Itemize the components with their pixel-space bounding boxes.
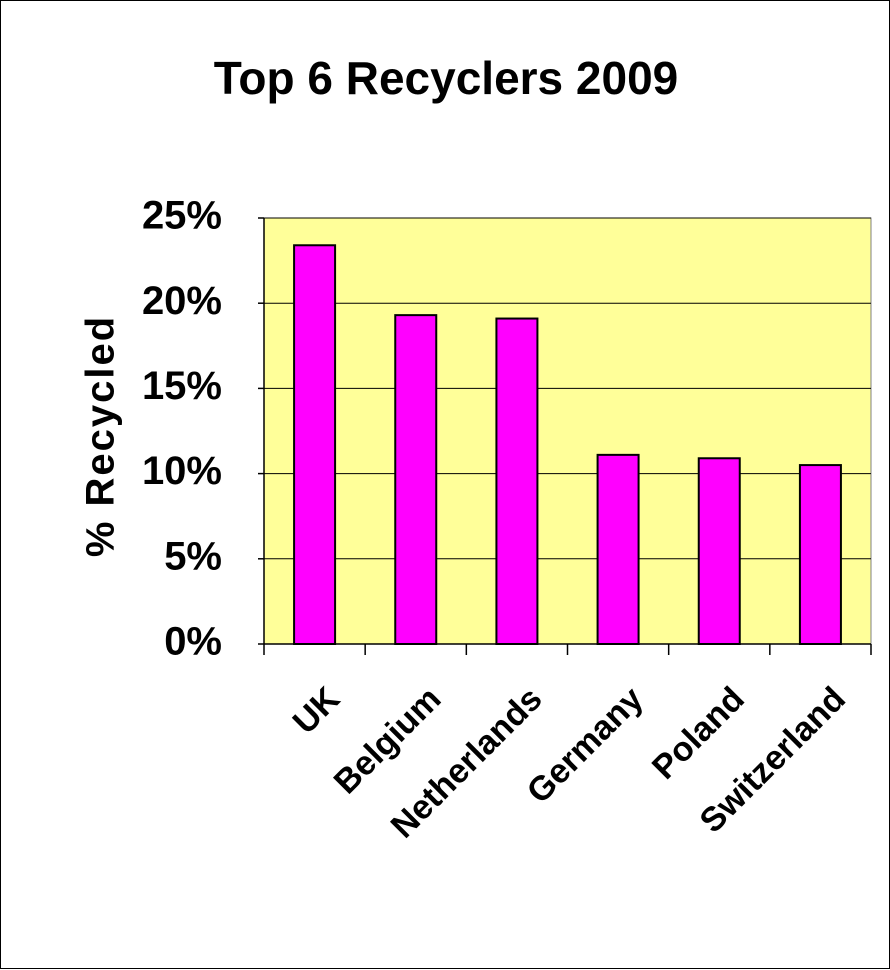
y-tick-label: 0% — [164, 620, 222, 664]
axes — [258, 217, 872, 655]
bars — [293, 244, 842, 645]
y-tick-label: 5% — [164, 534, 222, 578]
bar-netherlands — [495, 317, 539, 645]
bar-poland — [697, 457, 741, 645]
x-tick-labels: UKBelgiumNetherlandsGermanyPolandSwitzer… — [286, 679, 853, 845]
y-tick-label: 10% — [142, 449, 222, 493]
chart-title: Top 6 Recyclers 2009 — [214, 52, 679, 104]
bar-belgium — [394, 314, 438, 645]
plot-area — [263, 217, 872, 645]
gridlines — [264, 217, 871, 560]
y-tick-labels: 0% 5% 10% 15% 20% 25% — [142, 194, 222, 664]
y-tick-label: 15% — [142, 364, 222, 408]
y-tick-label: 25% — [142, 194, 222, 238]
bar-switzerland — [798, 464, 842, 645]
x-tick-label: UK — [286, 679, 348, 741]
y-axis-label: % Recycled — [79, 315, 123, 557]
y-tick-label: 20% — [142, 279, 222, 323]
bar-uk — [293, 244, 337, 645]
bar-germany — [596, 453, 640, 645]
